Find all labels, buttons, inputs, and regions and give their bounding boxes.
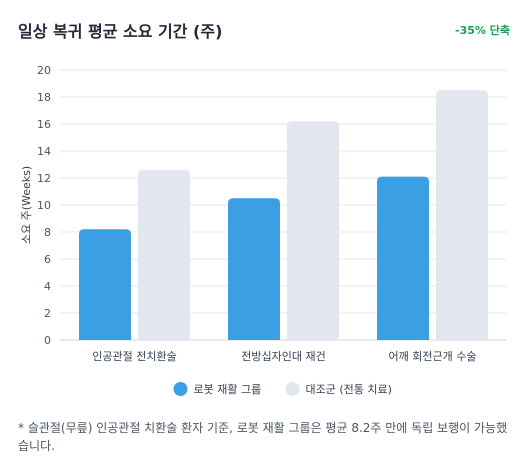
legend-label: 로봇 재활 그룹 bbox=[194, 382, 262, 396]
y-tick-label: 12 bbox=[37, 172, 51, 185]
chart-title: 일상 복귀 평균 소요 기간 (주) bbox=[18, 22, 223, 41]
y-tick-label: 4 bbox=[44, 280, 51, 293]
chart-header: 일상 복귀 평균 소요 기간 (주) -35% 단축 bbox=[18, 18, 510, 44]
bar-control bbox=[436, 90, 488, 340]
y-tick-label: 8 bbox=[44, 226, 51, 239]
reduction-badge: -35% 단축 bbox=[455, 24, 510, 37]
y-tick-label: 18 bbox=[37, 91, 51, 104]
legend-swatch bbox=[285, 382, 300, 396]
bar-control bbox=[138, 169, 190, 340]
x-category-label: 인공관절 전치환술 bbox=[92, 350, 176, 363]
y-tick-label: 0 bbox=[44, 334, 51, 347]
bar-robot bbox=[377, 176, 429, 340]
bar-control bbox=[287, 121, 339, 340]
bar-robot bbox=[79, 229, 131, 340]
x-category-label: 어깨 회전근개 수술 bbox=[389, 350, 477, 363]
legend-swatch bbox=[173, 382, 188, 396]
y-tick-label: 14 bbox=[37, 145, 51, 158]
y-tick-label: 2 bbox=[44, 307, 51, 320]
bar-robot bbox=[228, 198, 280, 340]
x-category-label: 전방십자인대 재건 bbox=[241, 350, 325, 363]
y-tick-label: 6 bbox=[44, 253, 51, 266]
chart-footnote: * 슬관절(무릎) 인공관절 치환술 환자 기준, 로봇 재활 그룹은 평균 8… bbox=[18, 421, 508, 453]
y-axis-title: 소요 주(Weeks) bbox=[20, 166, 33, 244]
y-tick-label: 10 bbox=[37, 199, 51, 212]
y-tick-label: 20 bbox=[37, 64, 51, 77]
bar-chart: 0 2 4 6 8 10 12 14 16 18 20 소요 주(Weeks) 인공관절 전치환술 전방십… bbox=[20, 64, 507, 396]
legend-label: 대조군 (전통 치료) bbox=[306, 383, 392, 396]
y-tick-label: 16 bbox=[37, 118, 51, 131]
